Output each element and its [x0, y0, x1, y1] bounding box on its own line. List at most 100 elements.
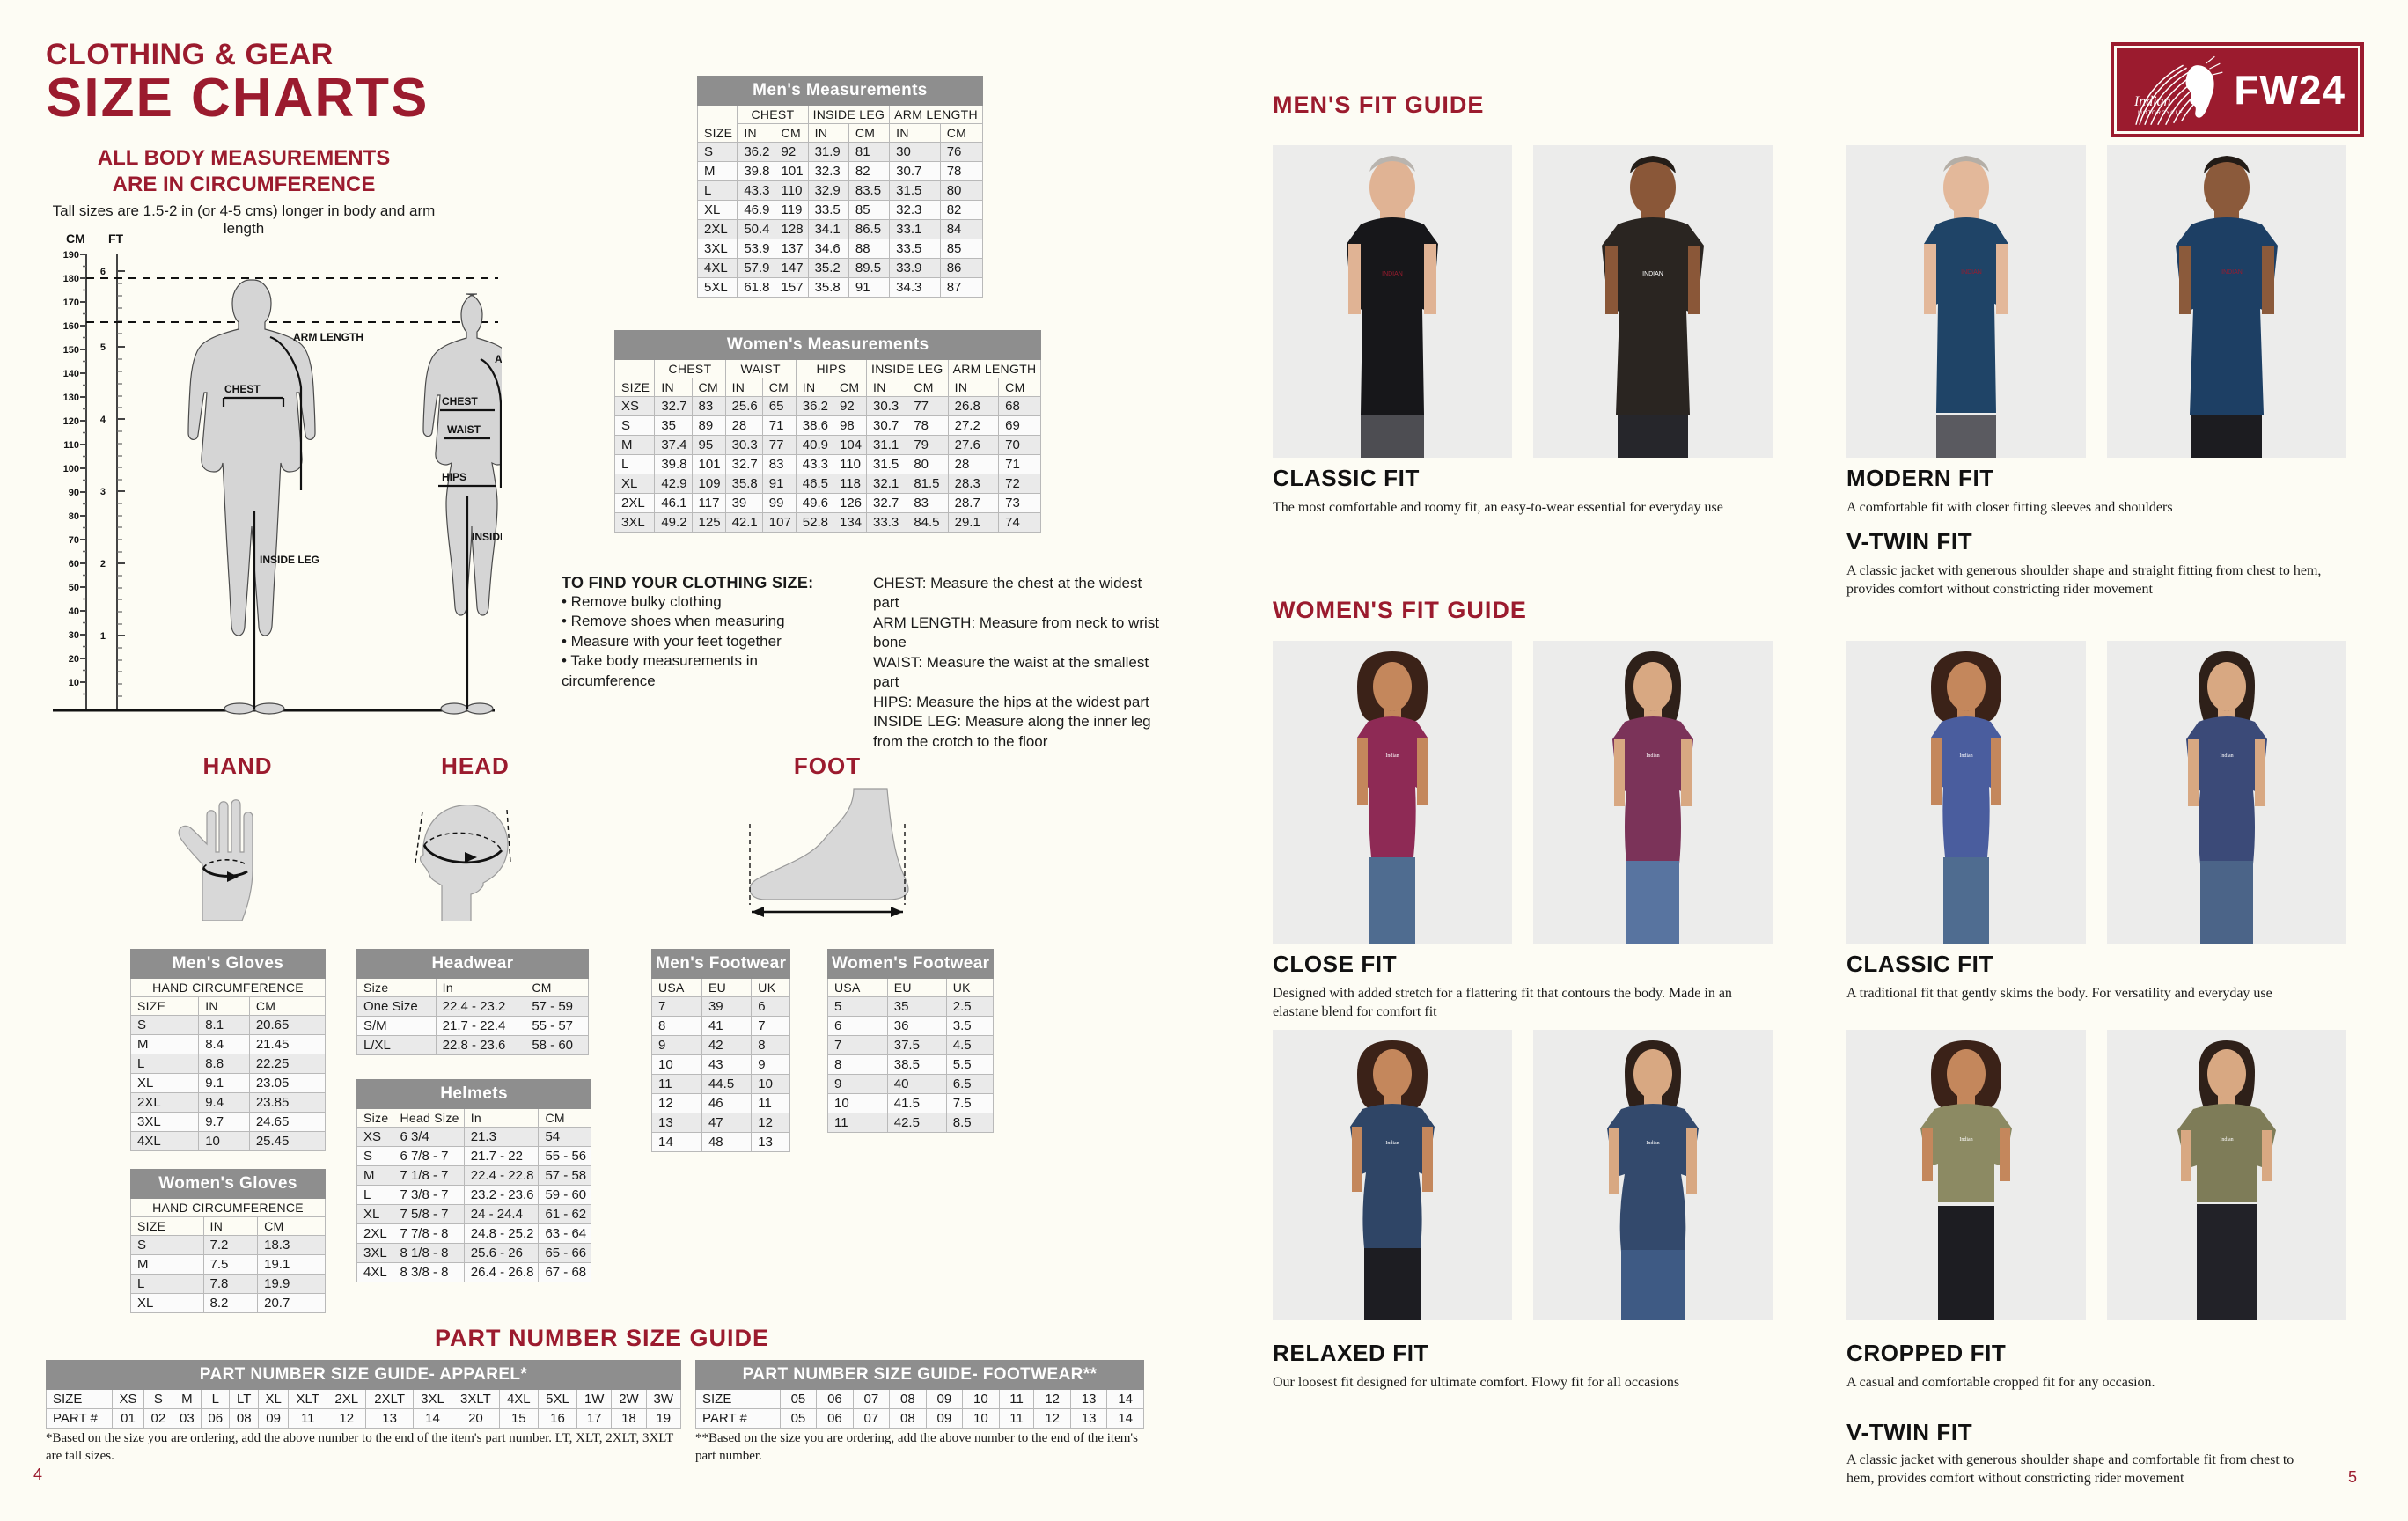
fit-title: CLASSIC FIT — [1846, 951, 1993, 977]
row-size-cell: M — [130, 1254, 204, 1275]
unit-header: CM — [848, 123, 891, 143]
hand-label: HAND — [202, 753, 273, 779]
definition-hips: HIPS: Measure the hips at the widest par… — [873, 693, 1149, 710]
row-value-cell: 10 — [962, 1389, 1000, 1409]
row-value-cell: 68 — [998, 396, 1042, 416]
part-footwear-title: PART NUMBER SIZE GUIDE- FOOTWEAR** — [695, 1360, 1144, 1390]
row-size-cell: L/XL — [356, 1035, 437, 1055]
left-page: CLOTHING & GEAR SIZE CHARTS ALL BODY MEA… — [33, 39, 1159, 1483]
row-size-cell: 5 — [827, 996, 888, 1017]
row-value-cell: 86.5 — [848, 219, 891, 239]
row-value-cell: 24 - 24.4 — [463, 1204, 540, 1224]
col-header: Size — [356, 1108, 394, 1128]
fit-classic-women: CLASSIC FIT A traditional fit that gentl… — [1846, 951, 2322, 1003]
row-value-cell: 32.1 — [866, 474, 908, 494]
unit-header: CM — [774, 123, 809, 143]
row-value-cell: 32.9 — [807, 180, 849, 201]
col-header: Head Size — [393, 1108, 465, 1128]
table-row: XL 8.2 20.7 — [130, 1293, 326, 1313]
row-value-cell: 03 — [172, 1408, 202, 1429]
row-value-cell: 35.8 — [724, 474, 763, 494]
fit-title: CROPPED FIT — [1846, 1340, 2007, 1366]
row-value-cell: 33.9 — [889, 258, 941, 278]
row-value-cell: 05 — [779, 1408, 818, 1429]
row-size-cell: S — [696, 142, 738, 162]
fit-description: A classic jacket with generous shoulder … — [1846, 1452, 2294, 1486]
model-photo: INDIAN — [2107, 145, 2346, 458]
svg-text:Indian: Indian — [1385, 1141, 1399, 1146]
row-value-cell: 36.2 — [795, 396, 834, 416]
row-size-cell: 3XL — [356, 1243, 394, 1263]
row-value-cell: 8.2 — [202, 1293, 259, 1313]
row-value-cell: 38.6 — [795, 415, 834, 436]
row-value-cell: 88 — [848, 239, 891, 259]
row-value-cell: 31.1 — [866, 435, 908, 455]
row-value-cell: 33.1 — [889, 219, 941, 239]
svg-text:130: 130 — [63, 393, 79, 403]
svg-text:Indian: Indian — [2220, 753, 2233, 759]
row-value-cell: 101 — [691, 454, 726, 474]
row-value-cell: 76 — [939, 142, 983, 162]
foot-measure-block: FOOT — [730, 753, 924, 925]
row-value-cell: 157 — [774, 277, 809, 298]
row-value-cell: 18.3 — [257, 1235, 326, 1255]
table-row: M 7.5 19.1 — [130, 1254, 326, 1275]
size-header: SIZE — [696, 123, 738, 143]
fit-title: CLOSE FIT — [1273, 951, 1398, 977]
axis-cm-label: CM — [66, 231, 85, 246]
table-row: 9 40 6.5 — [827, 1074, 995, 1094]
svg-text:110: 110 — [63, 440, 79, 451]
col-header: UK — [751, 978, 791, 997]
row-size-cell: 3XL — [613, 512, 656, 533]
fit-modern-men: MODERN FIT A comfortable fit with closer… — [1846, 465, 2339, 518]
mens-photo-row: INDIAN INDIAN — [1273, 145, 2346, 458]
row-value-cell: 5XL — [537, 1389, 578, 1409]
svg-text:Indian: Indian — [1959, 1137, 1972, 1143]
mens-footwear-table: Men's Footwear USA EU UK 7 39 6 8 41 7 9 42 8 10 4… — [650, 949, 791, 1152]
row-value-cell: 08 — [889, 1389, 927, 1409]
table-row: L/XL 22.8 - 23.6 58 - 60 — [356, 1035, 589, 1055]
row-value-cell: 22.4 - 23.2 — [435, 996, 526, 1017]
model-photo: Indian — [1846, 641, 2086, 944]
hips-label-female: HIPS — [442, 471, 466, 483]
inside-leg-label-female: INSIDE LEG — [472, 531, 502, 543]
motorcycle-wordmark: MOTORCYCLE — [2138, 111, 2184, 116]
foot-length-icon — [749, 788, 909, 917]
row-value-cell: 32.3 — [889, 200, 941, 220]
row-value-cell: 128 — [774, 219, 809, 239]
row-value-cell: 4.5 — [945, 1035, 995, 1055]
row-value-cell: 29.1 — [947, 512, 1000, 533]
part-apparel-body: SIZE XS S M L LT XL XLT 2XL 2XLT 3XL 3XLT 4XL 5XL 1W 2W… — [46, 1389, 682, 1429]
row-value-cell: 82 — [848, 161, 891, 181]
fit-relaxed-women: RELAXED FIT Our loosest fit designed for… — [1273, 1340, 1748, 1392]
table-row: XL 46.9 119 33.5 85 32.3 82 — [696, 200, 983, 220]
model-photo: INDIAN — [1273, 145, 1512, 458]
unit-header: CM — [691, 378, 726, 397]
row-value-cell: 41 — [701, 1016, 752, 1036]
unit-header: CM — [761, 378, 797, 397]
row-value-cell: 9.4 — [198, 1092, 250, 1113]
unit-header: IN — [737, 123, 775, 143]
headwear-body: One Size 22.4 - 23.2 57 - 59 S/M 21.7 - 22.4… — [356, 996, 589, 1055]
row-value-cell: 35.8 — [807, 277, 849, 298]
row-value-cell: 46.5 — [795, 474, 834, 494]
row-value-cell: 61 - 62 — [538, 1204, 592, 1224]
row-value-cell: 46 — [701, 1093, 752, 1113]
row-value-cell: 27.6 — [947, 435, 1000, 455]
fit-description: A casual and comfortable cropped fit for… — [1846, 1375, 2155, 1390]
howto-bullet: • Remove bulky clothing — [562, 593, 722, 610]
part-number-section-heading: PART NUMBER SIZE GUIDE — [434, 1325, 769, 1351]
row-value-cell: 55 - 57 — [525, 1016, 589, 1036]
row-value-cell: 21.7 - 22.4 — [435, 1016, 526, 1036]
mens-fit-guide-heading: MEN'S FIT GUIDE — [1273, 92, 1485, 118]
chest-label-female: CHEST — [442, 395, 478, 408]
row-value-cell: 44.5 — [701, 1074, 752, 1094]
table-row: 3XL 53.9 137 34.6 88 33.5 85 — [696, 239, 983, 259]
fit-title: RELAXED FIT — [1273, 1340, 1429, 1366]
svg-text:1: 1 — [100, 631, 106, 642]
female-silhouette: CHEST WAIST HIPS ARM LENGTH INSIDE LEG — [422, 293, 502, 715]
row-value-cell: 28 — [724, 415, 763, 436]
row-value-cell: 31.5 — [866, 454, 908, 474]
row-value-cell: 5.5 — [945, 1054, 995, 1075]
svg-text:20: 20 — [69, 654, 79, 665]
